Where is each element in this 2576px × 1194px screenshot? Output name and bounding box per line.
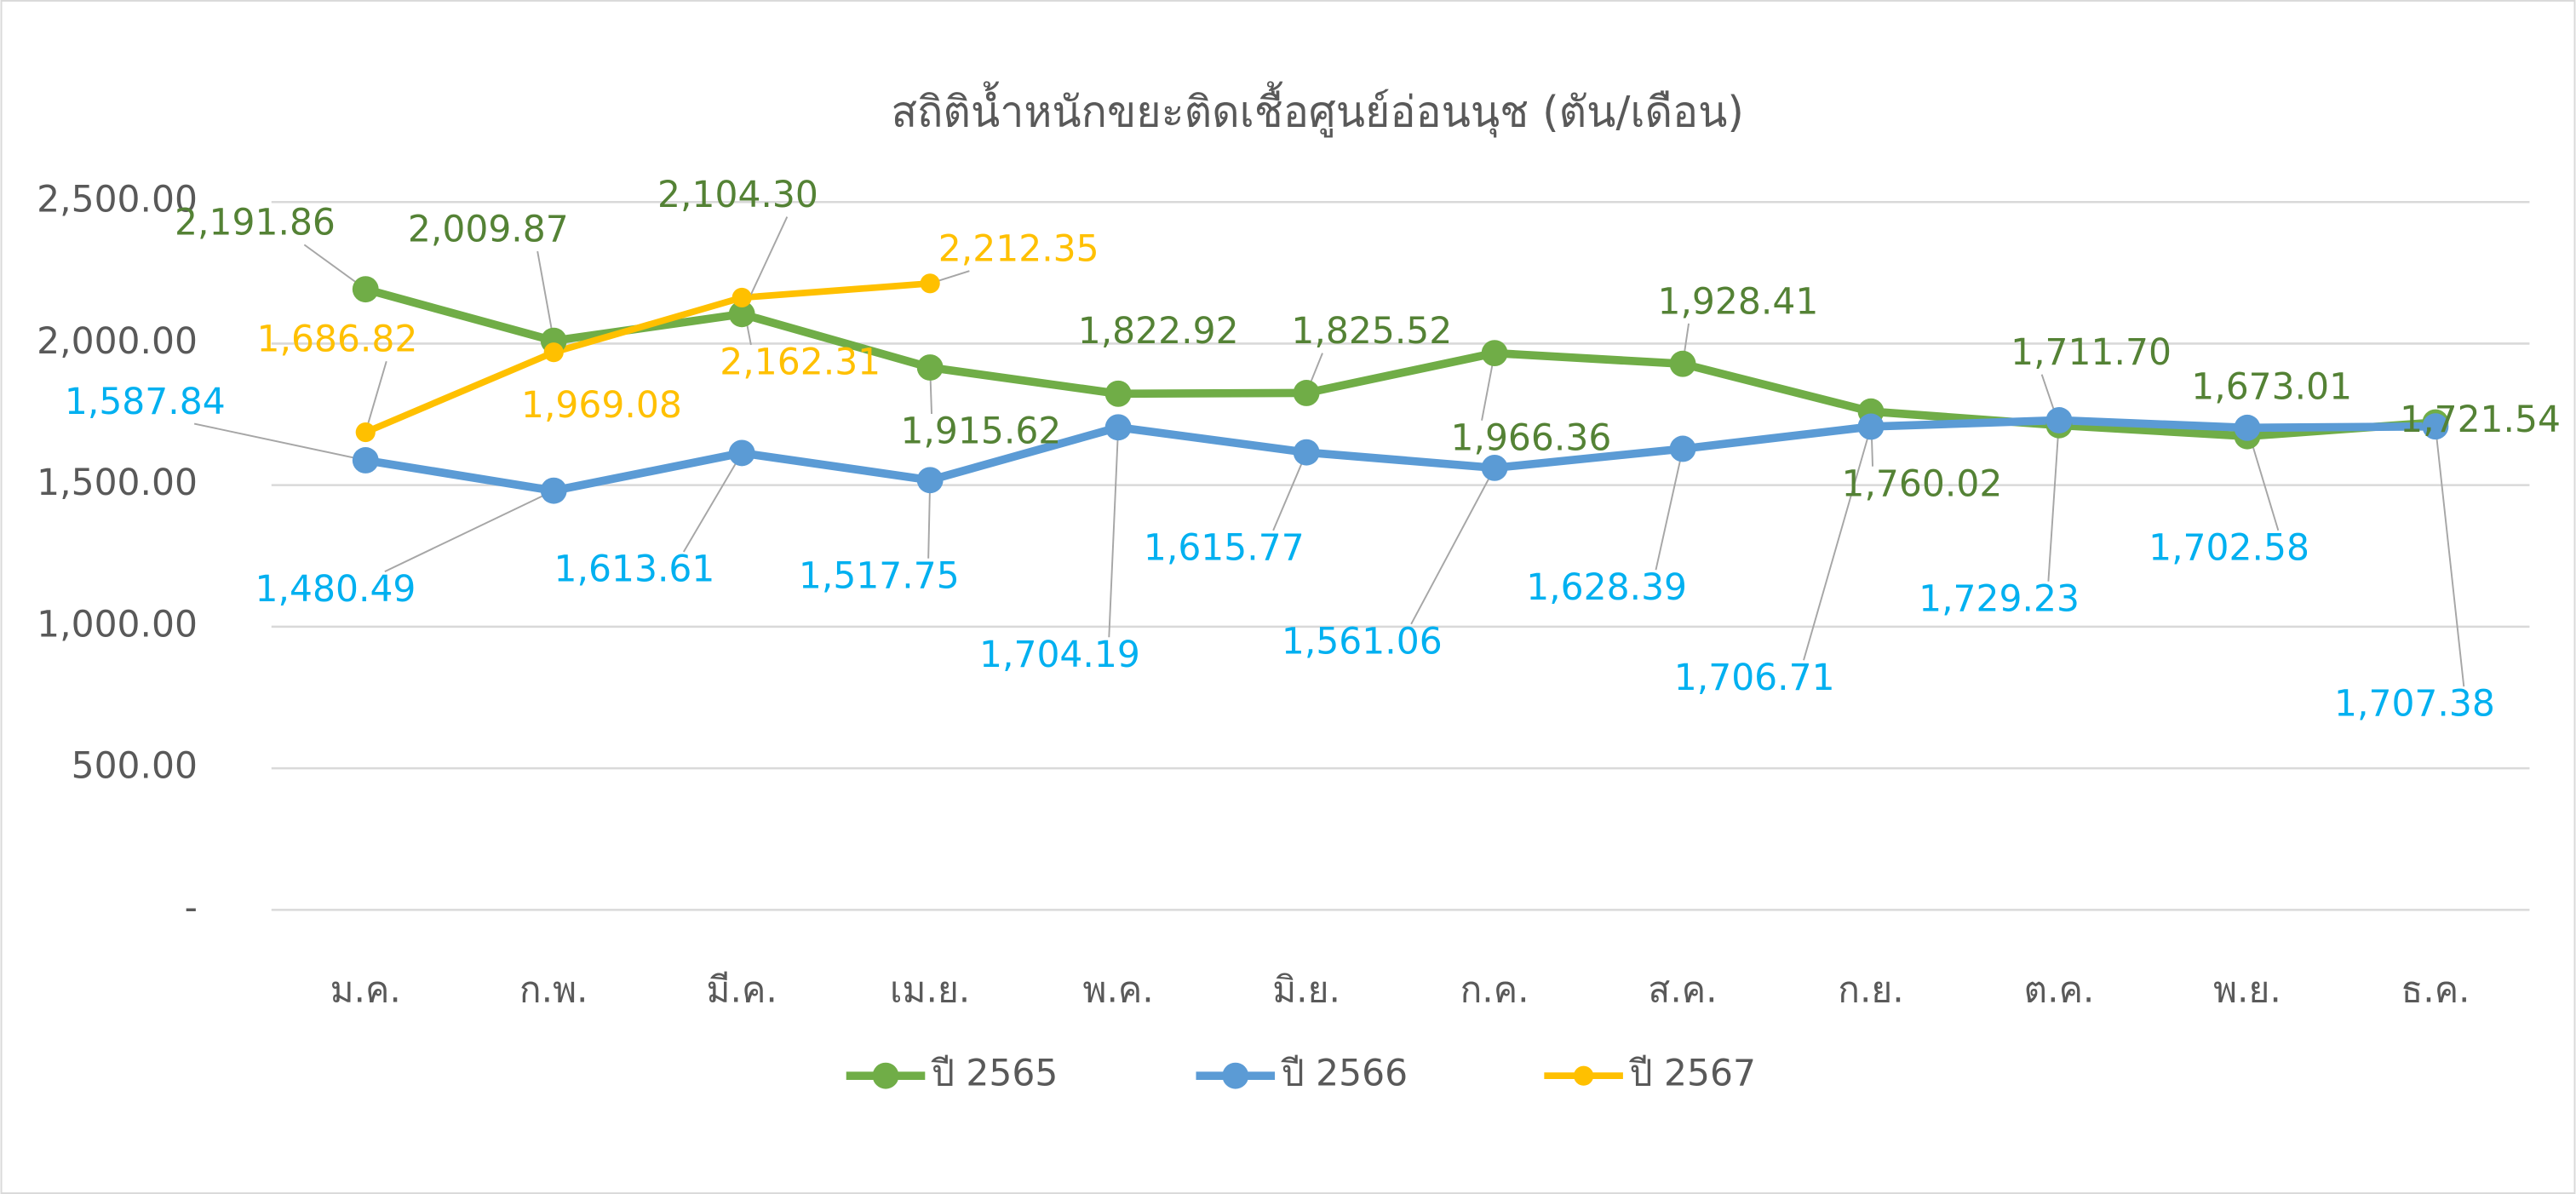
- data-label: 1,711.70: [2011, 332, 2172, 374]
- data-label: 1,969.08: [521, 385, 682, 427]
- data-label: 1,587.84: [65, 382, 226, 423]
- x-tick-label: ม.ค.: [330, 969, 401, 1011]
- data-point: [352, 447, 379, 474]
- data-point: [728, 439, 755, 467]
- x-tick-label: พ.ย.: [2213, 969, 2281, 1011]
- leader-line: [1108, 427, 1120, 638]
- data-label: 1,966.36: [1450, 417, 1611, 459]
- data-label: 2,104.30: [657, 175, 818, 216]
- data-label: 1,561.06: [1282, 621, 1443, 663]
- data-point: [920, 273, 940, 294]
- x-tick-label: ก.ย.: [1838, 969, 1903, 1011]
- leader-line: [2047, 420, 2060, 582]
- y-tick-label: 1,000.00: [37, 604, 198, 646]
- y-tick-label: -: [185, 887, 198, 929]
- data-point: [1104, 380, 1132, 407]
- data-label: 1,480.49: [255, 569, 416, 611]
- data-point: [731, 287, 752, 308]
- data-label: 1,628.39: [1526, 567, 1687, 609]
- data-label: 1,928.41: [1657, 281, 1818, 323]
- data-label: 1,915.62: [900, 411, 1061, 453]
- leader-line: [193, 422, 366, 462]
- y-tick-label: 500.00: [72, 746, 198, 788]
- data-label: 2,212.35: [938, 229, 1099, 271]
- data-point: [1669, 435, 1696, 462]
- chart-title: สถิติน้ำหนักขยะติดเชื้อศูนย์อ่อนนุช (ตัน…: [891, 81, 1744, 137]
- data-label: 1,707.38: [2334, 684, 2495, 726]
- x-tick-label: ก.ค.: [1460, 969, 1529, 1011]
- data-point: [355, 422, 376, 443]
- legend-label: ปี 2565: [931, 1053, 1059, 1095]
- data-label: 1,517.75: [799, 555, 960, 597]
- leader-line: [384, 490, 554, 572]
- x-tick-label: พ.ค.: [1083, 969, 1154, 1011]
- data-label: 1,702.58: [2149, 528, 2309, 570]
- data-point: [916, 467, 944, 494]
- x-tick-label: มี.ค.: [707, 969, 777, 1011]
- data-point: [1293, 439, 1320, 466]
- x-tick-label: ก.พ.: [519, 969, 588, 1011]
- y-tick-label: 2,500.00: [37, 180, 198, 221]
- x-tick-label: ส.ค.: [1648, 969, 1717, 1011]
- data-label: 1,613.61: [554, 549, 715, 591]
- series-line: [364, 279, 931, 436]
- y-tick-label: 2,000.00: [37, 321, 198, 363]
- x-tick-label: ธ.ค.: [2401, 969, 2470, 1011]
- x-tick-label: มิ.ย.: [1272, 969, 1340, 1011]
- data-point: [543, 342, 564, 363]
- series-line: [364, 416, 2435, 495]
- y-tick-label: 1,500.00: [37, 462, 198, 504]
- data-point: [1857, 413, 1885, 440]
- legend-label: ปี 2567: [1628, 1053, 1756, 1095]
- leader-line: [364, 360, 387, 433]
- legend-swatch-marker: [1222, 1062, 1249, 1089]
- x-tick-label: ต.ค.: [2024, 969, 2095, 1011]
- legend-label: ปี 2566: [1281, 1053, 1408, 1095]
- data-point: [1293, 380, 1320, 406]
- leader-line: [1410, 467, 1495, 625]
- leader-line: [682, 452, 743, 553]
- leader-line: [1272, 451, 1308, 531]
- data-point: [916, 354, 944, 381]
- data-label: 1,729.23: [1919, 578, 2080, 620]
- data-label: 1,686.82: [256, 319, 417, 361]
- data-label: 1,704.19: [979, 634, 1140, 676]
- leader-line: [2434, 426, 2465, 687]
- data-label: 2,191.86: [175, 203, 336, 244]
- data-point: [1104, 414, 1132, 441]
- data-point: [1669, 350, 1696, 377]
- data-label: 1,760.02: [1841, 463, 2002, 505]
- data-label: 1,822.92: [1078, 311, 1239, 353]
- data-label: 2,009.87: [408, 209, 569, 250]
- data-label: 1,706.71: [1674, 657, 1835, 699]
- data-label: 1,615.77: [1144, 528, 1305, 570]
- data-point: [2422, 413, 2449, 440]
- data-point: [540, 477, 567, 504]
- leader-line: [1655, 448, 1684, 571]
- legend-swatch-marker: [872, 1062, 899, 1089]
- leader-line: [1803, 426, 1872, 661]
- data-label: 1,721.54: [2400, 399, 2561, 441]
- legend-swatch-marker: [1574, 1065, 1594, 1086]
- series-line: [364, 284, 2436, 440]
- data-point: [1481, 454, 1508, 481]
- data-label: 2,162.31: [720, 342, 881, 384]
- data-point: [1481, 340, 1508, 367]
- data-point: [352, 276, 379, 303]
- data-point: [2045, 407, 2073, 433]
- data-label: 1,673.01: [2191, 367, 2352, 409]
- data-label: 1,825.52: [1291, 311, 1452, 353]
- leader-line: [536, 250, 555, 342]
- x-tick-label: เม.ย.: [890, 969, 970, 1011]
- data-point: [728, 301, 755, 328]
- data-point: [2234, 414, 2261, 441]
